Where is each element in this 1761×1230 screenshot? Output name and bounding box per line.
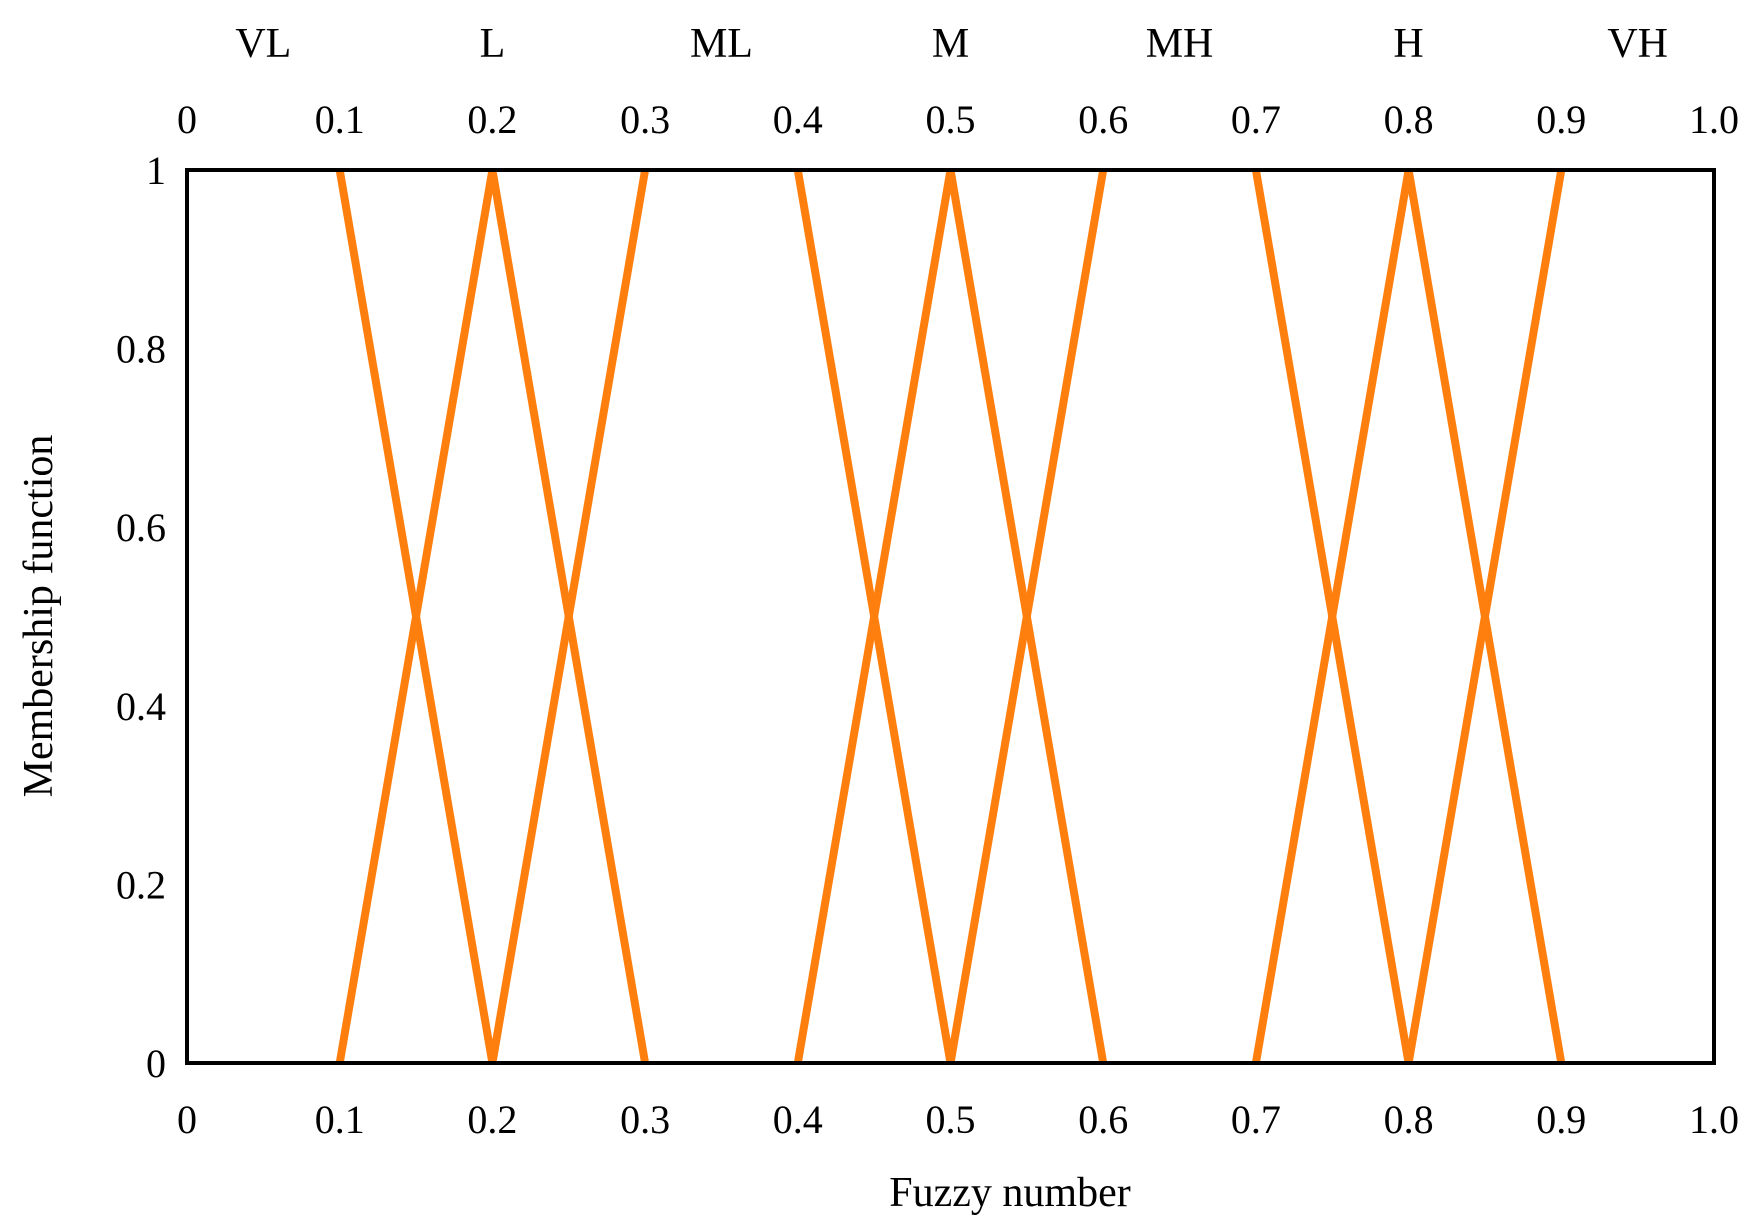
top-x-tick-label: 0.9 [1536,97,1586,142]
top-x-tick-label: 0 [177,97,197,142]
category-label-ml: ML [690,21,753,67]
category-label-h: H [1393,21,1423,67]
y-tick-label: 0.8 [116,327,166,372]
category-label-vh: VH [1607,21,1668,67]
category-label-vl: VL [235,21,291,67]
membership-line-6 [946,169,1108,1064]
category-label-mh: MH [1146,21,1214,67]
top-x-tick-label: 0.1 [315,97,365,142]
top-x-tick-label: 0.3 [620,97,670,142]
y-tick-label: 0 [146,1041,166,1086]
category-label-m: M [932,21,969,67]
x-tick-label: 0.3 [620,1097,670,1142]
y-tick-label: 0.6 [116,505,166,550]
membership-line-2 [335,169,650,1064]
y-tick-label: 0.2 [116,862,166,907]
x-tick-label: 0.9 [1536,1097,1586,1142]
membership-line-3 [488,169,650,1064]
bottom-x-tick-labels: 0 0.1 0.2 0.3 0.4 0.5 0.6 0.7 0.8 0.9 1.0 [177,1097,1739,1142]
top-x-tick-label: 0.6 [1078,97,1128,142]
y-axis-label: Membership function [16,435,62,798]
x-tick-label: 0.4 [773,1097,823,1142]
x-tick-label: 0.7 [1231,1097,1281,1142]
top-x-tick-label: 1.0 [1689,97,1739,142]
top-x-tick-label: 0.5 [926,97,976,142]
top-x-tick-label: 0.8 [1384,97,1434,142]
membership-line-5 [793,169,1108,1064]
top-x-tick-labels: 0 0.1 0.2 0.3 0.4 0.5 0.6 0.7 0.8 0.9 1.0 [177,97,1739,142]
category-label-l: L [480,21,506,67]
top-x-tick-label: 0.7 [1231,97,1281,142]
top-x-tick-label: 0.2 [467,97,517,142]
x-tick-label: 0 [177,1097,197,1142]
x-tick-label: 0.1 [315,1097,365,1142]
x-axis-label: Fuzzy number [889,1170,1130,1216]
category-labels: VL L ML M MH H VH [235,21,1668,67]
x-tick-label: 1.0 [1689,1097,1739,1142]
membership-line-9 [1404,169,1566,1064]
x-tick-label: 0.8 [1384,1097,1434,1142]
x-tick-label: 0.2 [467,1097,517,1142]
x-tick-label: 0.6 [1078,1097,1128,1142]
y-tick-label: 0.4 [116,684,166,729]
y-tick-labels: 0 0.2 0.4 0.6 0.8 1 [116,148,166,1086]
x-tick-label: 0.5 [926,1097,976,1142]
series-layer [335,169,1566,1064]
top-x-tick-label: 0.4 [773,97,823,142]
y-tick-label: 1 [146,148,166,193]
membership-line-8 [1251,169,1566,1064]
plot-frame [185,168,1716,1065]
